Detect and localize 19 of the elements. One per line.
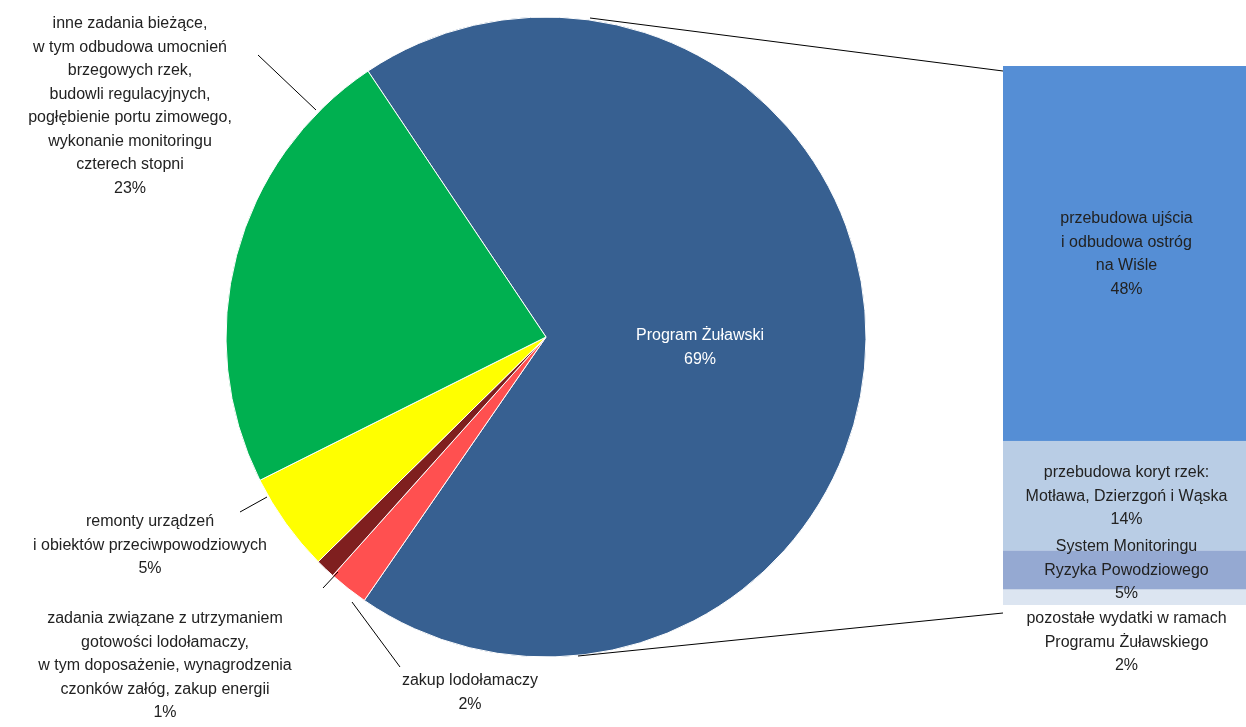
data-label: 2%: [1114, 656, 1139, 673]
data-label: 23%: [113, 178, 147, 196]
series-label: przebudowa koryt rzek: Motława, Dzierzgoń i Wąska: [1025, 463, 1228, 504]
slice-label: remonty urządzeń i obiektów przeciwpowodziowych: [33, 512, 267, 553]
series-label: System Monitoringu Ryzyka Powodziowego: [1044, 537, 1209, 578]
data-label: 5%: [1114, 584, 1139, 602]
bar: [1003, 66, 1246, 441]
slice-label: Program Żuławski: [635, 325, 765, 343]
data-label: 1%: [153, 703, 177, 720]
data-label: 5%: [138, 559, 162, 576]
data-label: 14%: [1110, 510, 1143, 528]
slice-label: zakup lodołamaczy: [401, 671, 539, 688]
slice-label: zadania związane z utrzymaniem gotowości lodołamaczy, w tym doposażenie, wynagrodzenia czonków załóg, zakup energii: [37, 609, 292, 697]
series-label: przebudowa ujścia i odbudowa ostróg na Wiśle: [1060, 209, 1193, 274]
slice-label: inne zadania bieżące, w tym odbudowa umocnień brzegowych rzek, budowli regulacyjnych, pogłębienie portu zimowego, wykonanie monitoringu czterech stopni: [28, 14, 232, 172]
data-label: 2%: [458, 694, 482, 712]
data-label: 48%: [1110, 279, 1143, 297]
series-label: pozostałe wydatki w ramach Programu Żuławskiego: [1026, 609, 1227, 650]
data-label: 69%: [683, 349, 717, 367]
